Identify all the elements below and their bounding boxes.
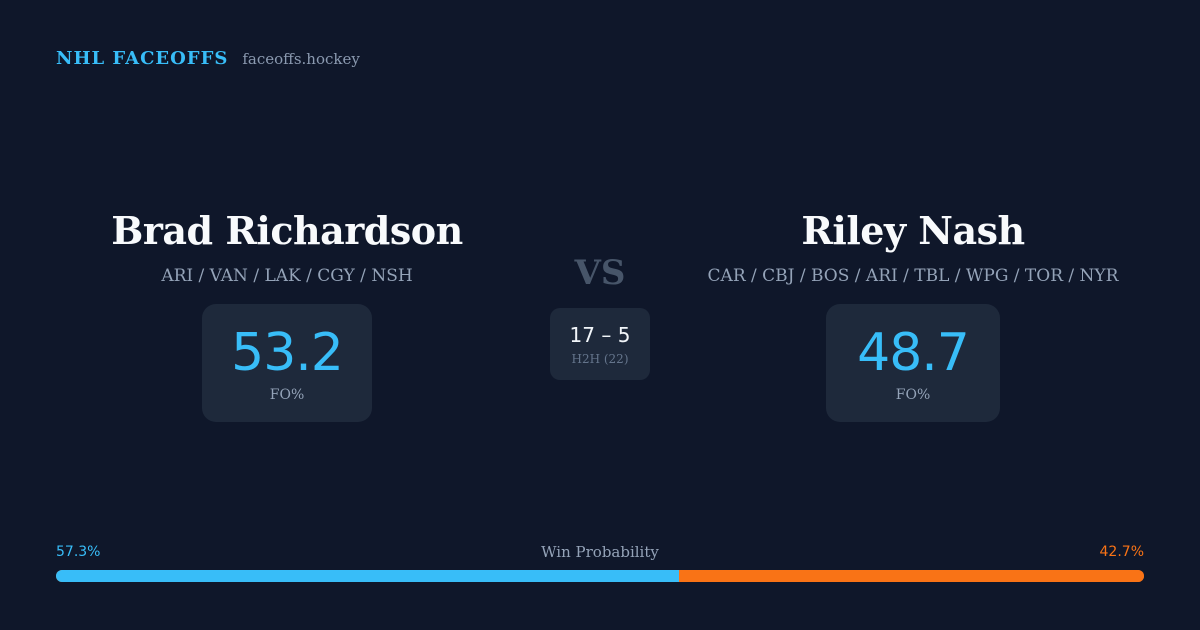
player-left-name: Brad Richardson <box>111 208 463 253</box>
player-left-teams: ARI / VAN / LAK / CGY / NSH <box>161 266 413 286</box>
win-probability-bar <box>56 570 1144 582</box>
player-left-fo-card: 53.2 FO% <box>202 304 372 422</box>
brand-header: NHL FACEOFFS faceoffs.hockey <box>56 48 360 72</box>
win-probability-left-pct: 57.3% <box>56 544 101 560</box>
h2h-card: 17 – 5 H2H (22) <box>550 308 650 380</box>
h2h-label: H2H (22) <box>571 352 629 366</box>
player-left-fo-label: FO% <box>269 387 305 403</box>
player-right-fo-card: 48.7 FO% <box>826 304 1000 422</box>
win-probability-labels: Win Probability 57.3% 42.7% <box>56 542 1144 562</box>
player-right-fo-value: 48.7 <box>857 323 970 383</box>
player-right-name: Riley Nash <box>801 208 1025 253</box>
win-probability-title: Win Probability <box>541 543 659 561</box>
vs-label: VS <box>574 253 626 293</box>
player-right-teams: CAR / CBJ / BOS / ARI / TBL / WPG / TOR … <box>707 266 1119 286</box>
player-left: Brad Richardson ARI / VAN / LAK / CGY / … <box>80 204 494 422</box>
win-probability-bar-right <box>679 570 1144 582</box>
brand-domain[interactable]: faceoffs.hockey <box>242 50 360 68</box>
player-right-fo-label: FO% <box>895 387 931 403</box>
brand-title[interactable]: NHL FACEOFFS <box>56 48 229 69</box>
win-probability-bar-left <box>56 570 680 582</box>
h2h-score: 17 – 5 <box>569 323 631 347</box>
player-left-fo-value: 53.2 <box>231 323 344 383</box>
matchup-center: VS 17 – 5 H2H (22) <box>550 248 650 380</box>
win-probability-right-pct: 42.7% <box>1099 544 1144 560</box>
player-right: Riley Nash CAR / CBJ / BOS / ARI / TBL /… <box>650 204 1176 422</box>
